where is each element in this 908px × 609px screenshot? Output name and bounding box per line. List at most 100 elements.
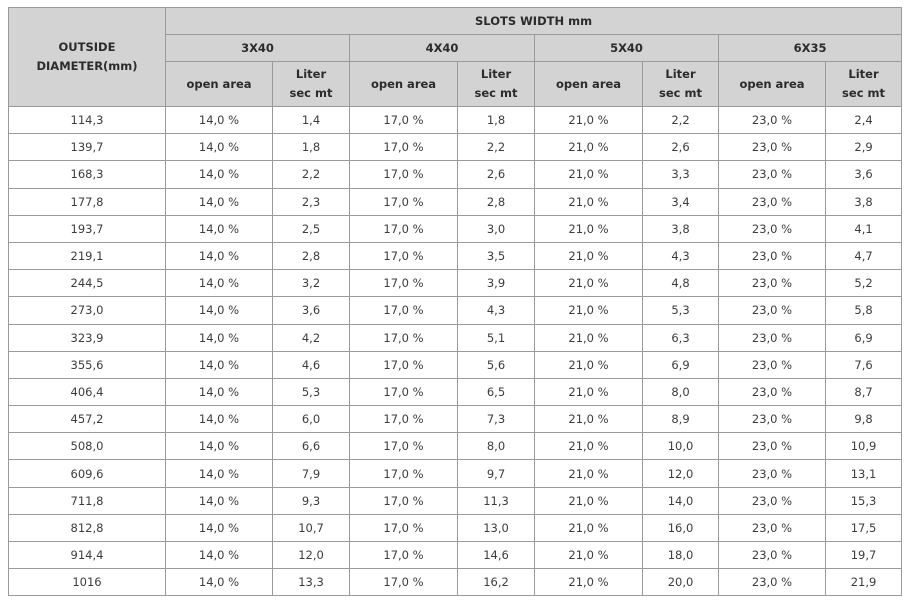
slot-size-header: 4X40 (349, 34, 535, 62)
liter-sec-mt-header: Liter sec mt (272, 61, 350, 107)
open-area-cell: 21,0 % (534, 269, 643, 298)
liter-cell: 5,8 (824, 296, 903, 325)
open-area-cell: 23,0 % (718, 105, 826, 135)
liter-cell: 13,1 (824, 459, 903, 488)
open-area-cell: 21,0 % (534, 377, 643, 407)
liter-cell: 9,7 (457, 459, 535, 488)
liter-cell: 21,9 (824, 568, 903, 597)
liter-cell: 11,3 (457, 486, 535, 515)
liter-cell: 16,0 (642, 513, 719, 543)
diameter-cell: 355,6 (8, 350, 166, 379)
diameter-cell: 219,1 (8, 241, 166, 271)
open-area-cell: 21,0 % (534, 540, 643, 570)
open-area-cell: 14,0 % (165, 187, 273, 216)
liter-cell: 4,6 (272, 350, 350, 379)
liter-cell: 4,8 (642, 269, 719, 298)
liter-cell: 8,0 (642, 377, 719, 407)
liter-cell: 2,2 (457, 133, 535, 162)
open-area-cell: 14,0 % (165, 432, 273, 461)
liter-cell: 4,1 (824, 214, 903, 243)
open-area-header: open area (349, 61, 458, 107)
liter-cell: 7,9 (272, 459, 350, 488)
open-area-cell: 17,0 % (349, 187, 458, 216)
diameter-cell: 193,7 (8, 214, 166, 243)
open-area-cell: 21,0 % (534, 486, 643, 515)
slot-size-header: 6X35 (717, 34, 903, 62)
outside-diameter-header: OUTSIDE DIAMETER(mm) (8, 7, 166, 107)
open-area-cell: 14,0 % (165, 296, 273, 325)
liter-cell: 17,5 (824, 513, 903, 543)
open-area-cell: 23,0 % (718, 214, 826, 243)
open-area-cell: 14,0 % (165, 241, 273, 271)
liter-cell: 7,6 (824, 350, 903, 379)
table-row: 168,3 14,0 % 2,2 17,0 % 2,6 21,0 % 3,3 23,0 % 3,… (8, 160, 903, 189)
open-area-cell: 17,0 % (349, 377, 458, 407)
liter-cell: 8,9 (642, 405, 719, 434)
open-area-cell: 17,0 % (349, 513, 458, 543)
open-area-cell: 21,0 % (534, 323, 643, 352)
open-area-cell: 23,0 % (718, 187, 826, 216)
liter-cell: 3,4 (642, 187, 719, 216)
diameter-cell: 323,9 (8, 323, 166, 352)
table-row: 914,4 14,0 % 12,0 17,0 % 14,6 21,0 % 18,0 23,0 … (8, 540, 903, 570)
open-area-cell: 21,0 % (534, 350, 643, 379)
open-area-cell: 14,0 % (165, 269, 273, 298)
open-area-cell: 23,0 % (718, 377, 826, 407)
liter-cell: 6,9 (824, 323, 903, 352)
diameter-cell: 406,4 (8, 377, 166, 407)
open-area-cell: 14,0 % (165, 323, 273, 352)
open-area-cell: 17,0 % (349, 486, 458, 515)
open-area-cell: 23,0 % (718, 269, 826, 298)
open-area-cell: 21,0 % (534, 296, 643, 325)
diameter-cell: 244,5 (8, 269, 166, 298)
open-area-cell: 17,0 % (349, 323, 458, 352)
liter-sec-mt-header: Liter sec mt (824, 61, 903, 107)
liter-cell: 20,0 (642, 568, 719, 597)
liter-cell: 3,8 (642, 214, 719, 243)
open-area-cell: 17,0 % (349, 432, 458, 461)
liter-cell: 3,0 (457, 214, 535, 243)
liter-cell: 13,3 (272, 568, 350, 597)
liter-cell: 18,0 (642, 540, 719, 570)
liter-cell: 3,6 (824, 160, 903, 189)
liter-cell: 4,7 (824, 241, 903, 271)
open-area-cell: 21,0 % (534, 105, 643, 135)
table-row: 406,4 14,0 % 5,3 17,0 % 6,5 21,0 % 8,0 23,0 % 8,… (8, 377, 903, 407)
slots-spec-table: OUTSIDE DIAMETER(mm) SLOTS WIDTH mm 3X40… (8, 7, 903, 597)
open-area-cell: 23,0 % (718, 459, 826, 488)
open-area-cell: 14,0 % (165, 513, 273, 543)
table-row: 114,3 14,0 % 1,4 17,0 % 1,8 21,0 % 2,2 23,0 % 2,… (8, 105, 903, 135)
open-area-cell: 17,0 % (349, 214, 458, 243)
open-area-cell: 14,0 % (165, 486, 273, 515)
open-area-cell: 23,0 % (718, 513, 826, 543)
open-area-cell: 23,0 % (718, 432, 826, 461)
open-area-cell: 21,0 % (534, 513, 643, 543)
liter-cell: 6,9 (642, 350, 719, 379)
table-row: 508,0 14,0 % 6,6 17,0 % 8,0 21,0 % 10,0 23,0 % 1… (8, 432, 903, 461)
liter-sec-mt-header: Liter sec mt (642, 61, 719, 107)
liter-cell: 5,3 (642, 296, 719, 325)
liter-cell: 19,7 (824, 540, 903, 570)
liter-cell: 2,2 (642, 105, 719, 135)
liter-cell: 3,5 (457, 241, 535, 271)
table-row: 323,9 14,0 % 4,2 17,0 % 5,1 21,0 % 6,3 23,0 % 6,… (8, 323, 903, 352)
open-area-cell: 21,0 % (534, 241, 643, 271)
slots-width-header: SLOTS WIDTH mm (164, 7, 903, 35)
open-area-cell: 23,0 % (718, 160, 826, 189)
open-area-cell: 21,0 % (534, 187, 643, 216)
liter-cell: 10,0 (642, 432, 719, 461)
liter-sec-mt-header: Liter sec mt (457, 61, 535, 107)
liter-cell: 5,2 (824, 269, 903, 298)
liter-cell: 8,7 (824, 377, 903, 407)
liter-cell: 3,9 (457, 269, 535, 298)
open-area-cell: 23,0 % (718, 296, 826, 325)
liter-cell: 16,2 (457, 568, 535, 597)
table-row: 812,8 14,0 % 10,7 17,0 % 13,0 21,0 % 16,0 23,0 … (8, 513, 903, 543)
table-row: 609,6 14,0 % 7,9 17,0 % 9,7 21,0 % 12,0 23,0 % 1… (8, 459, 903, 488)
liter-cell: 2,4 (824, 105, 903, 135)
liter-cell: 15,3 (824, 486, 903, 515)
diameter-cell: 168,3 (8, 160, 166, 189)
diameter-cell: 139,7 (8, 133, 166, 162)
liter-cell: 3,2 (272, 269, 350, 298)
open-area-cell: 14,0 % (165, 160, 273, 189)
